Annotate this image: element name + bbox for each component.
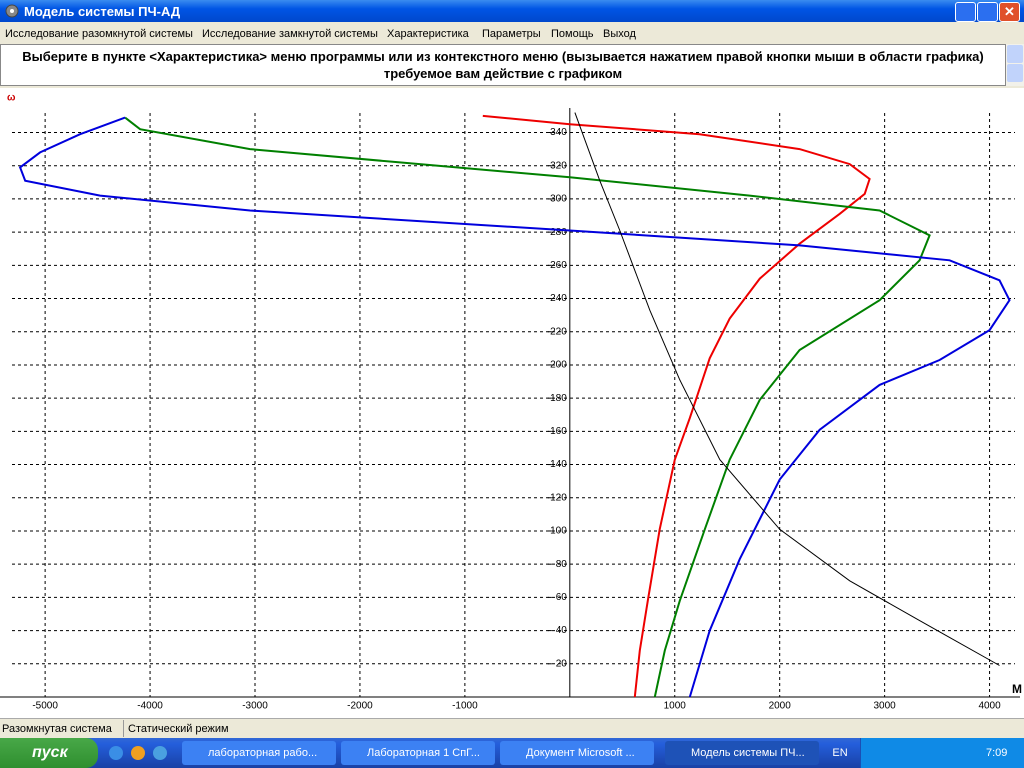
restore-button[interactable] <box>977 2 998 22</box>
y-tick-label: 300 <box>550 194 567 205</box>
message-box: Выберите в пункте <Характеристика> меню … <box>0 44 1006 86</box>
x-tick-label: -1000 <box>452 701 478 712</box>
minimize-button[interactable] <box>955 2 976 22</box>
x-tick-label: -2000 <box>347 701 373 712</box>
y-tick-label: 200 <box>550 360 567 371</box>
y-tick-label: 340 <box>550 127 567 138</box>
x-tick-label: 3000 <box>874 701 897 712</box>
y-tick-label: 160 <box>550 426 567 437</box>
start-button[interactable]: пуск <box>0 738 98 768</box>
message-line: требуемое вам действие с графиком <box>383 66 623 81</box>
chart[interactable]: ω M 20 40 60 80 100 120 140 160 180 200 220 240 260 2… <box>0 88 1024 718</box>
data-line <box>574 112 1000 666</box>
scrollbar[interactable] <box>1006 44 1024 86</box>
y-tick-label: 20 <box>556 658 568 669</box>
y-axis-label: ω <box>7 93 16 104</box>
status-text: Статический режим <box>128 723 229 735</box>
quick-launch <box>106 744 176 762</box>
menu-item[interactable]: Выход <box>603 28 636 40</box>
y-tick-label: 240 <box>550 293 567 304</box>
y-tick-label: 260 <box>550 260 567 271</box>
status-bar: Разомкнутая система Статический режим <box>0 718 1024 739</box>
x-tick-label: 1000 <box>664 701 687 712</box>
menu-item[interactable]: Исследование замкнутой системы <box>202 28 378 40</box>
y-tick-label: 180 <box>550 393 567 404</box>
y-tick-label: 320 <box>550 160 567 171</box>
taskbar-button[interactable]: Модель системы ПЧ... <box>665 741 819 765</box>
y-tick-label: 220 <box>550 326 567 337</box>
scroll-down[interactable] <box>1007 64 1023 82</box>
y-tick-label: 280 <box>550 227 567 238</box>
x-tick-label: -5000 <box>32 701 58 712</box>
title-bar: Модель системы ПЧ-АД ✕ <box>0 0 1024 22</box>
message-line: Выберите в пункте <Характеристика> меню … <box>22 49 984 64</box>
taskbar: пуск лабораторная рабо... Лабораторная 1 … <box>0 738 1024 768</box>
status-text: Разомкнутая система <box>2 723 112 735</box>
x-tick-label: 2000 <box>769 701 792 712</box>
data-line <box>124 116 931 698</box>
menu-bar: Исследование разомкнутой системы Исследов… <box>0 22 1024 44</box>
close-button[interactable]: ✕ <box>999 2 1020 22</box>
taskbar-button[interactable]: лабораторная рабо... <box>182 741 336 765</box>
y-tick-label: 100 <box>550 526 567 537</box>
menu-item[interactable]: Помощь <box>551 28 594 40</box>
menu-item[interactable]: Параметры <box>482 28 541 40</box>
scroll-up[interactable] <box>1007 45 1023 63</box>
app-icon <box>5 4 19 18</box>
clock: 7:09 <box>986 747 1008 759</box>
y-tick-label: 80 <box>556 559 568 570</box>
x-tick-label: -4000 <box>137 701 163 712</box>
data-line <box>482 114 871 698</box>
window-title: Модель системы ПЧ-АД <box>24 4 181 19</box>
system-tray: 7:09 <box>860 738 1024 768</box>
menu-item[interactable]: Исследование разомкнутой системы <box>5 28 193 40</box>
data-line <box>18 116 1011 698</box>
language-indicator[interactable]: EN <box>832 747 848 759</box>
y-tick-label: 140 <box>550 459 567 470</box>
x-tick-label: -3000 <box>242 701 268 712</box>
x-axis-label: M <box>1012 682 1022 696</box>
x-tick-label: 4000 <box>978 701 1001 712</box>
taskbar-button[interactable]: Лабораторная 1 СпГ... <box>341 741 495 765</box>
taskbar-button[interactable]: Документ Microsoft ... <box>500 741 654 765</box>
y-tick-label: 120 <box>550 492 567 503</box>
y-tick-label: 60 <box>556 592 568 603</box>
y-tick-label: 40 <box>556 625 568 636</box>
menu-item[interactable]: Характеристика <box>387 28 469 40</box>
